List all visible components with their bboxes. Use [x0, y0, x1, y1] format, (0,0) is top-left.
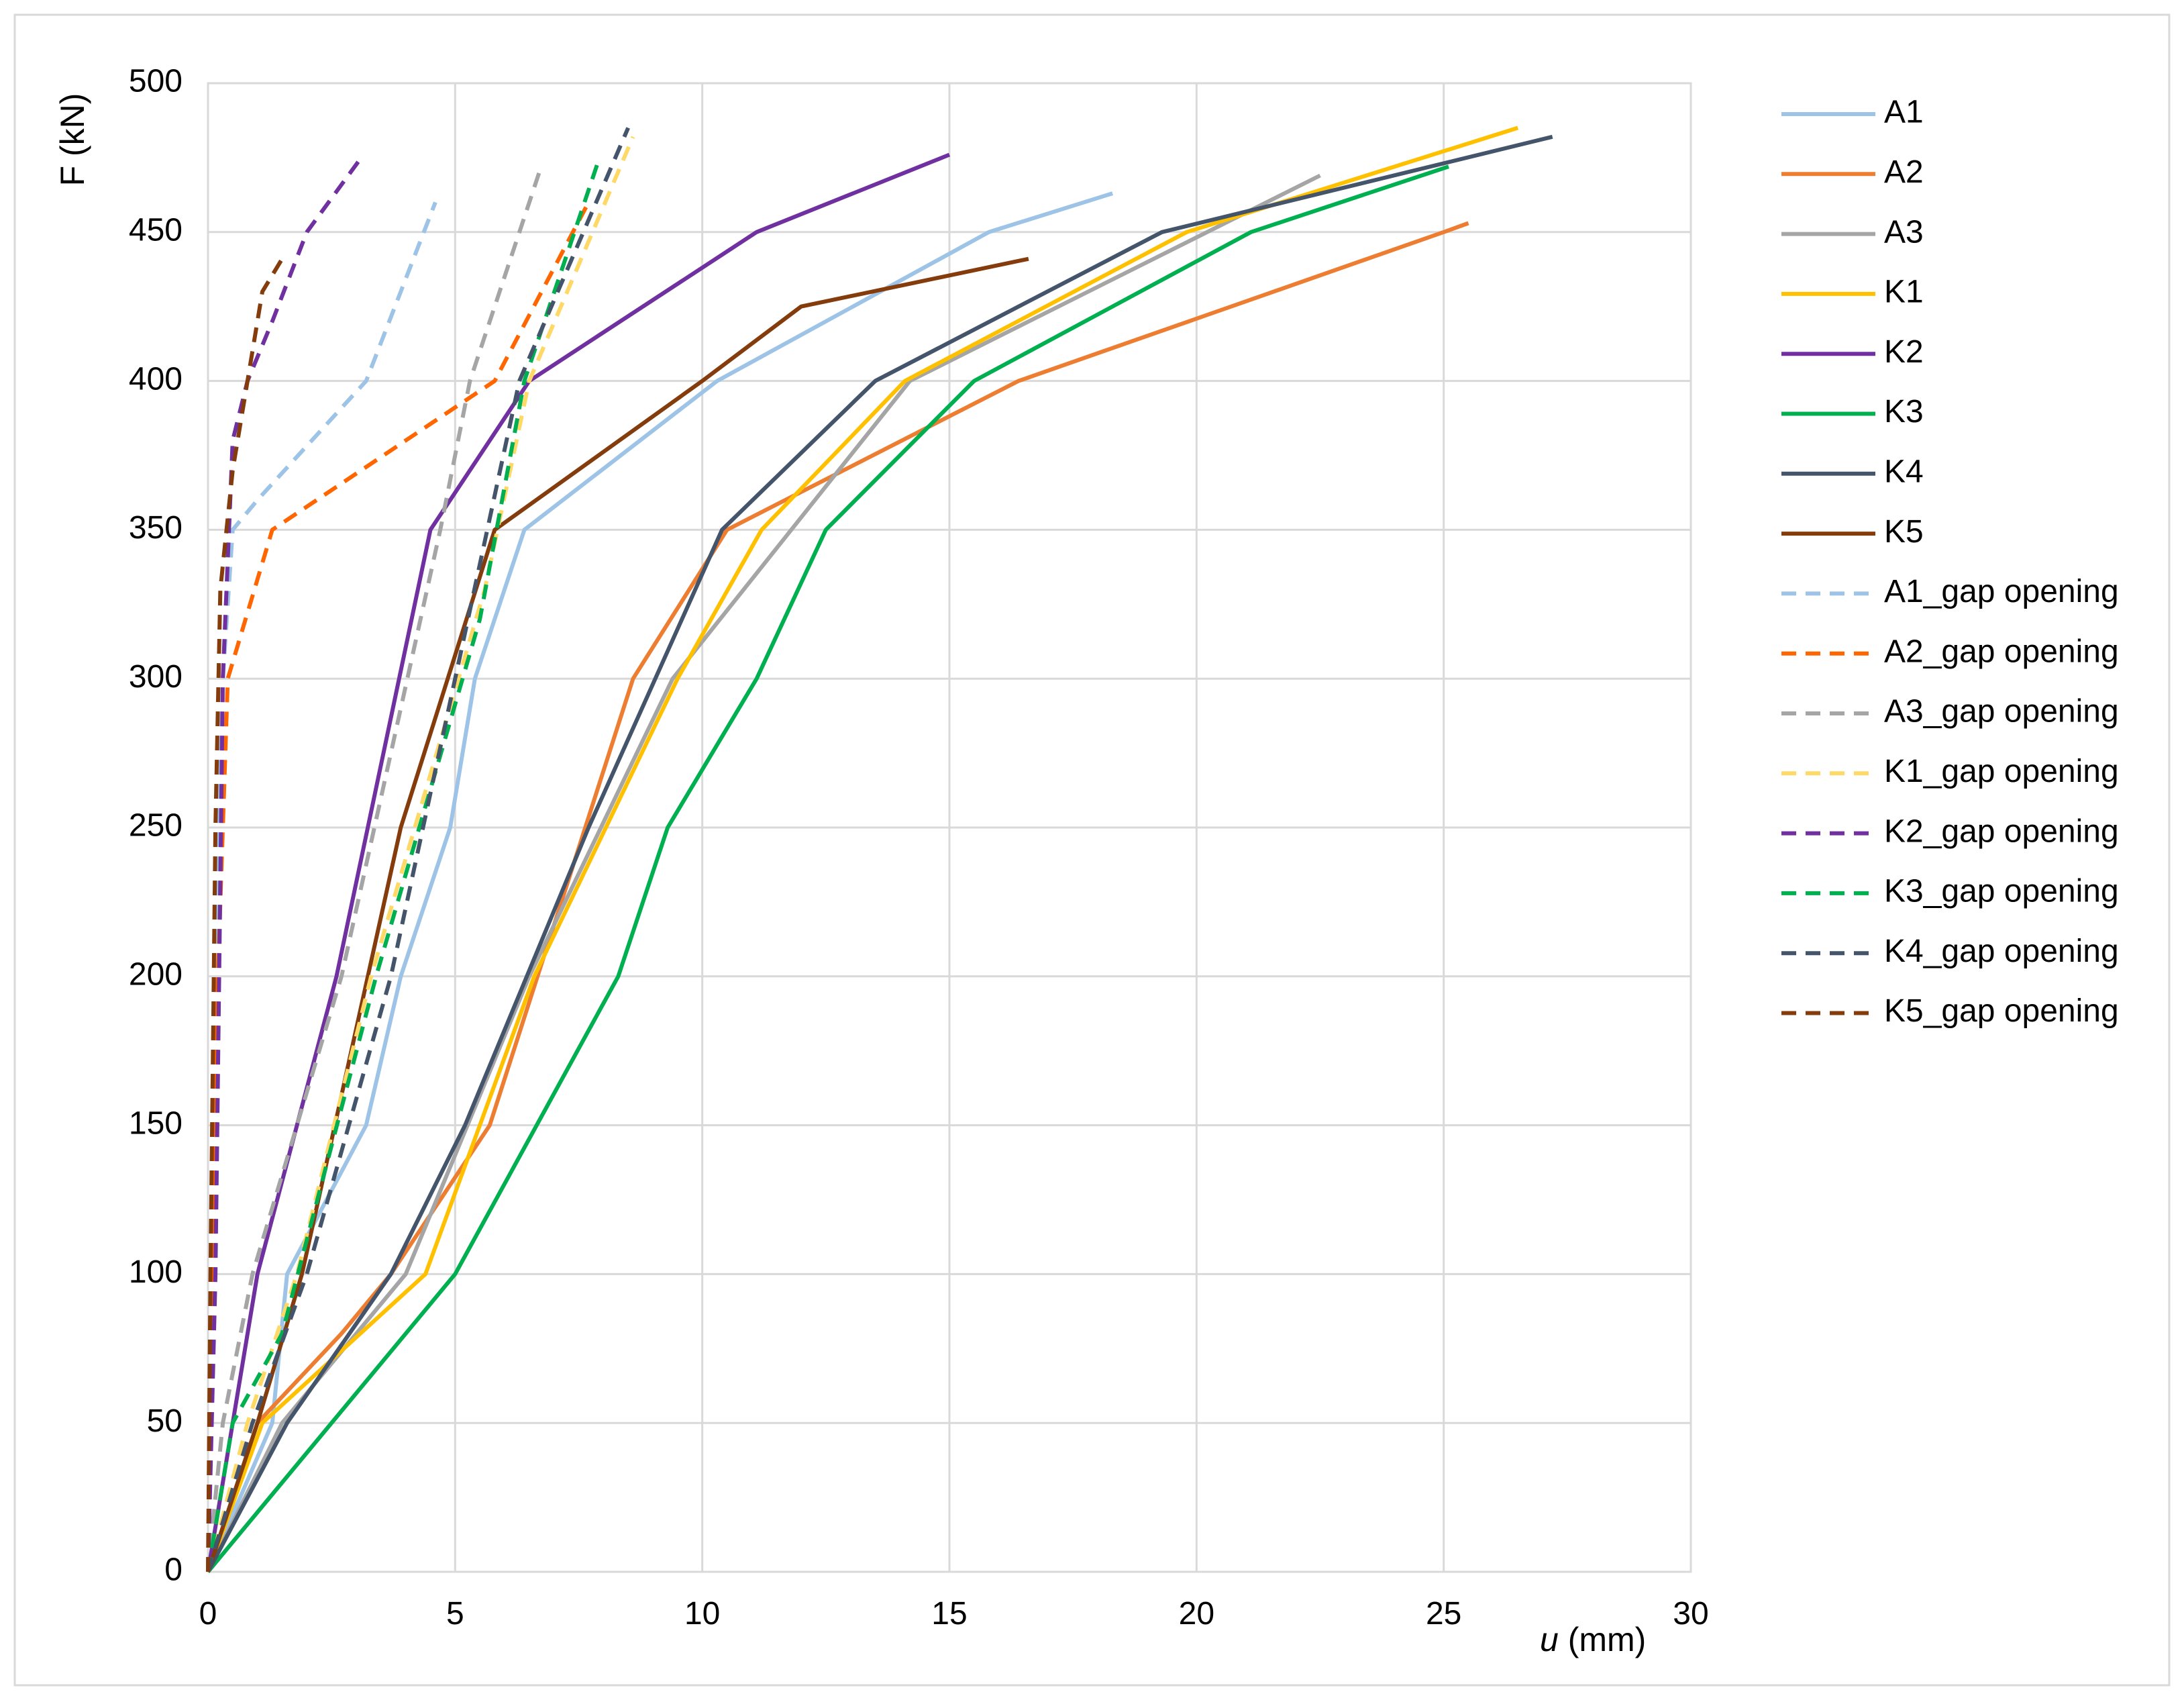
- y-axis-title: F (kN): [54, 93, 91, 187]
- legend-label-k2-gap-opening: K2_gap opening: [1884, 813, 2119, 849]
- series-line-k3: [206, 164, 1449, 1573]
- y-tick-label: 200: [129, 956, 183, 992]
- series-line-k1-gap-opening: [206, 136, 635, 1572]
- y-tick-label: 500: [129, 64, 183, 99]
- x-tick-label: 30: [1673, 1596, 1708, 1632]
- legend-label-k1: K1: [1884, 274, 1924, 310]
- series-lines: [206, 126, 1553, 1573]
- tick-labels: 0 50 100 150 200 250 300 350 400 450 500 0 5 10 15 20 25…: [129, 64, 1709, 1632]
- legend-label-a3: A3: [1884, 214, 1924, 250]
- legend-label-k3-gap-opening: K3_gap opening: [1884, 874, 2119, 909]
- series-line-k5-gap-opening: [206, 258, 284, 1572]
- x-tick-label: 15: [931, 1596, 967, 1632]
- series-line-k4-gap-opening: [206, 127, 630, 1572]
- x-tick-label: 20: [1179, 1596, 1214, 1632]
- series-line-k3-gap-opening: [206, 160, 601, 1572]
- y-tick-label: 300: [129, 659, 183, 695]
- x-axis-title: u (mm): [1540, 1621, 1646, 1658]
- legend-label-k1-gap-opening: K1_gap opening: [1884, 754, 2119, 789]
- legend-label-a1: A1: [1884, 95, 1924, 130]
- y-tick-label: 50: [147, 1403, 183, 1439]
- series-line-k4: [206, 134, 1553, 1573]
- series-line-a1: [206, 191, 1113, 1573]
- plot-area: [207, 82, 1692, 1573]
- series-line-a3-gap-opening: [206, 172, 541, 1572]
- series-line-a3: [206, 173, 1321, 1573]
- y-tick-label: 0: [164, 1552, 183, 1588]
- legend-label-a2: A2: [1884, 154, 1924, 190]
- x-tick-label: 5: [446, 1596, 464, 1632]
- y-tick-label: 150: [129, 1105, 183, 1141]
- y-tick-label: 350: [129, 510, 183, 546]
- series-line-k2: [206, 152, 951, 1572]
- legend-label-k4-gap-opening: K4_gap opening: [1884, 934, 2119, 969]
- series-line-a2: [206, 221, 1469, 1572]
- legend-label-k2: K2: [1884, 334, 1924, 370]
- series-line-a1-gap-opening: [206, 201, 437, 1572]
- x-tick-label: 10: [684, 1596, 720, 1632]
- legend-label-a1-gap-opening: A1_gap opening: [1884, 574, 2119, 609]
- x-axis-title-symbol: u: [1540, 1621, 1559, 1658]
- legend-label-k5-gap-opening: K5_gap opening: [1884, 993, 2119, 1029]
- chart-frame: [13, 13, 2171, 1687]
- legend-label-a3-gap-opening: A3_gap opening: [1884, 694, 2119, 730]
- legend-label-a2-gap-opening: A2_gap opening: [1884, 634, 2119, 669]
- y-tick-label: 250: [129, 808, 183, 844]
- series-line-k1: [206, 126, 1519, 1573]
- series-line-k5: [206, 256, 1029, 1572]
- legend: A1 A2 A3 K1 K2 K3 K4 K5 A1_gap opening A2_gap ope…: [1781, 95, 2119, 1029]
- series-line-k2-gap-opening: [206, 156, 363, 1572]
- legend-label-k3: K3: [1884, 394, 1924, 430]
- y-tick-label: 100: [129, 1254, 183, 1290]
- x-tick-label: 25: [1426, 1596, 1461, 1632]
- y-tick-label: 450: [129, 212, 183, 248]
- y-tick-label: 400: [129, 361, 183, 397]
- legend-label-k5: K5: [1884, 514, 1924, 550]
- x-axis-title-unit: (mm): [1559, 1621, 1647, 1658]
- legend-label-k4: K4: [1884, 454, 1924, 489]
- x-tick-label: 0: [199, 1596, 217, 1632]
